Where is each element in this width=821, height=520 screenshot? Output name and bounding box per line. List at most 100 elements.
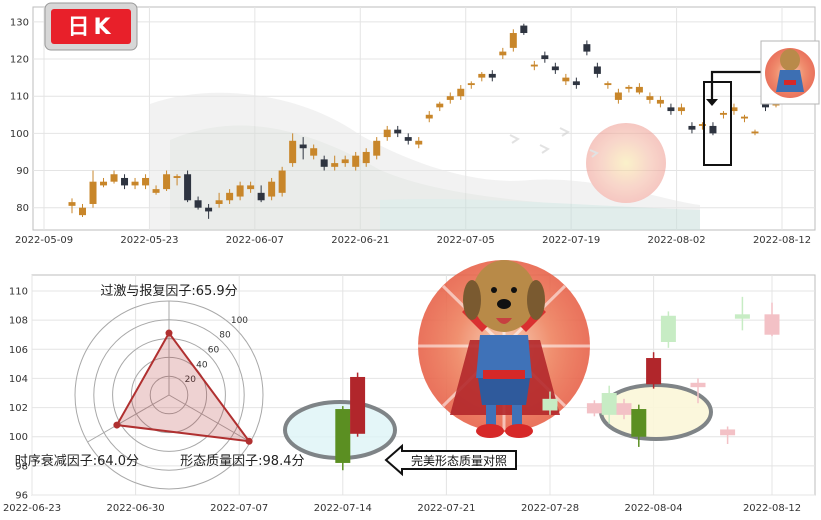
radar-point [113, 421, 121, 429]
top-candle-body [152, 189, 160, 193]
top-candle [677, 103, 685, 115]
top-candle [740, 114, 748, 123]
top-candle [572, 77, 580, 89]
top-x-tick-labels: 2022-05-09 2022-05-23 2022-06-07 2022-06-21… [15, 235, 811, 246]
top-candle-body [184, 174, 192, 201]
bottom-x-tick-label: 2022-06-30 [107, 503, 165, 514]
top-candle-body [488, 73, 496, 78]
top-candle [257, 185, 265, 203]
top-candle-body [772, 103, 780, 106]
top-x-tick-label: 2022-05-23 [120, 235, 178, 246]
top-candle [268, 177, 276, 201]
bottom-candle-body [646, 358, 662, 385]
top-candle [551, 62, 559, 74]
bottom-candle-body [660, 315, 676, 342]
top-candle-body [709, 125, 717, 134]
radar-spoke [168, 394, 251, 443]
top-candle-body [278, 170, 286, 193]
bottom-y-tick-label: 96 [15, 491, 28, 502]
top-candle [488, 70, 496, 82]
bottom-x-tick-label: 2022-07-21 [417, 503, 475, 514]
bottom-candle [335, 406, 351, 471]
top-candle [142, 174, 150, 190]
top-candles [68, 23, 780, 219]
radar-r-tick: 80 [219, 331, 231, 341]
top-candle-body [415, 140, 423, 145]
bottom-candle-body [616, 403, 632, 415]
top-candle [184, 170, 192, 203]
top-candle-body [341, 159, 349, 164]
radar-axis-label: 形态质量因子:98.4分 [180, 454, 304, 469]
highlight-box [703, 81, 732, 166]
mascot-illustration [418, 260, 590, 438]
top-candle-body [205, 207, 213, 212]
top-y-tick-label: 90 [16, 166, 29, 177]
top-candle [320, 155, 328, 171]
bottom-candle-body [764, 314, 780, 335]
top-x-tick-label: 2022-08-02 [648, 235, 706, 246]
top-candle [635, 83, 643, 95]
bottom-candle [720, 426, 736, 444]
top-candle [121, 174, 129, 190]
top-candle-body [593, 66, 601, 74]
top-x-tick-label: 2022-05-09 [15, 235, 73, 246]
annotation-callout: 完美形态质量对照 [384, 443, 517, 477]
top-candle-body [362, 151, 370, 164]
top-candle-body [698, 124, 706, 126]
top-candle [226, 189, 234, 204]
top-candle [394, 125, 402, 138]
top-candle-body [383, 129, 391, 138]
top-candle-body [614, 92, 622, 100]
top-candle [310, 144, 318, 160]
bottom-x-tick-label: 2022-07-07 [210, 503, 268, 514]
top-candle [79, 203, 87, 217]
top-candle [341, 155, 349, 167]
bottom-candle [631, 404, 647, 447]
top-candle-body [520, 25, 528, 34]
top-candle [383, 125, 391, 141]
top-candle [425, 111, 433, 123]
top-candle-body [425, 114, 433, 119]
top-candle-body [625, 86, 633, 89]
top-candle-body [499, 51, 507, 56]
radar-r-tick: 20 [185, 375, 197, 385]
bottom-candle [601, 385, 617, 424]
top-x-tick-label: 2022-07-05 [437, 235, 495, 246]
bottom-x-tick-labels: 2022-06-23 2022-06-30 2022-07-07 2022-07-14… [3, 503, 801, 514]
top-candle-body [646, 96, 654, 100]
bottom-candles [335, 296, 780, 471]
top-candle [236, 181, 244, 201]
top-candle-body [740, 116, 748, 119]
top-candle [583, 40, 591, 56]
bottom-candle [690, 378, 706, 404]
radar-point [245, 437, 253, 445]
top-y-tick-label: 110 [10, 92, 29, 103]
top-candle [478, 72, 486, 82]
top-candle [530, 60, 538, 71]
bottom-candle [764, 302, 780, 337]
bottom-candle [350, 372, 366, 437]
top-candle-body [394, 129, 402, 134]
top-candle [205, 203, 213, 219]
top-y-tick-label: 130 [10, 17, 29, 28]
top-candle [152, 185, 160, 195]
radar-r-tick: 100 [231, 316, 248, 326]
top-candle-body [635, 86, 643, 93]
top-candle [562, 73, 570, 86]
bottom-candle-body [350, 376, 366, 434]
radar-area [115, 331, 252, 443]
bottom-y-tick-labels: 96 98 100 102 104 106 108 110 [9, 287, 28, 502]
top-candle [467, 81, 475, 89]
bottom-x-tick-label: 2022-08-04 [625, 503, 683, 514]
bottom-candle-body [601, 393, 617, 415]
bottom-candle-body [542, 398, 558, 411]
top-candle [163, 170, 171, 191]
top-candle [373, 137, 381, 160]
radar-r-tick: 40 [196, 360, 208, 370]
top-candle-body [131, 181, 139, 186]
bottom-candle-body [335, 409, 351, 463]
top-candle-body [215, 200, 223, 204]
